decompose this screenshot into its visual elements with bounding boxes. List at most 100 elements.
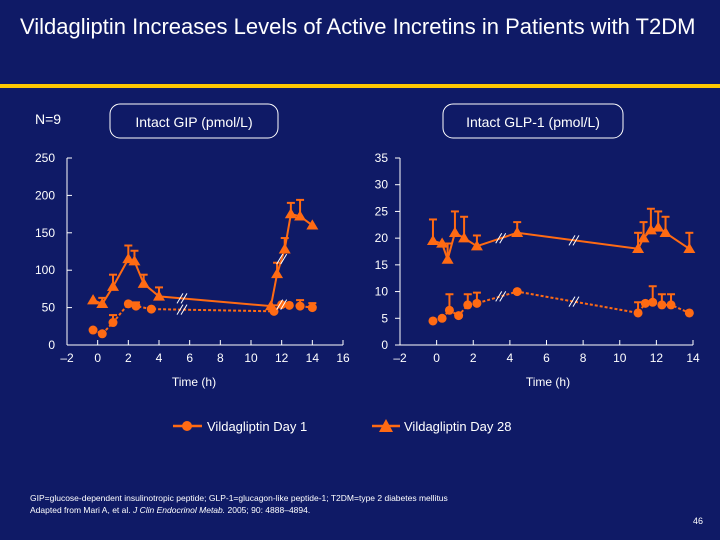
gip-axis-break-mark	[280, 253, 288, 265]
glp1-chart-title: Intact GLP-1 (pmol/L)	[466, 114, 600, 130]
glp1-day28-point	[632, 242, 645, 254]
footnote-reference-prefix: Adapted from Mari A, et al.	[30, 505, 133, 515]
gip-y-tick-label: 250	[35, 151, 55, 165]
glp1-axis-break-mark	[495, 233, 503, 244]
glp1-x-tick-label: 14	[686, 351, 700, 365]
glp1-y-tick-label: 35	[375, 151, 389, 165]
glp1-axis-break-mark	[499, 291, 507, 302]
glp1-y-tick-label: 20	[375, 231, 389, 245]
gip-axis-break-mark	[280, 299, 288, 310]
gip-x-tick-label: 0	[94, 351, 101, 365]
gip-day28-point	[107, 280, 119, 291]
footnote-abbreviations: GIP=glucose-dependent insulinotropic pep…	[30, 493, 448, 503]
gip-day28-point	[153, 290, 165, 301]
gip-x-axis-label: Time (h)	[172, 375, 216, 389]
glp1-day28-point	[659, 226, 672, 237]
glp1-day28-point	[426, 234, 439, 246]
gip-y-tick-label: 100	[35, 263, 55, 277]
gip-day1-point	[108, 318, 118, 328]
gip-day28-point	[96, 297, 109, 309]
gip-x-tick-label: 6	[186, 351, 193, 365]
glp1-day1-point	[444, 305, 454, 315]
glp1-x-tick-label: 2	[470, 351, 477, 365]
glp1-y-tick-label: 10	[375, 285, 389, 299]
gip-day28-point	[137, 277, 150, 288]
glp1-y-tick-label: 0	[381, 338, 388, 352]
glp1-day1-point	[666, 300, 676, 310]
gip-x-tick-label: 2	[125, 351, 132, 365]
gip-day28-point	[128, 255, 141, 266]
glp1-axis-break-mark	[499, 233, 507, 244]
glp1-day1-point	[463, 300, 473, 310]
legend: Vildagliptin Day 1 Vildagliptin Day 28	[173, 419, 511, 434]
glp1-day28-point	[458, 232, 471, 243]
gip-axis-break-mark	[276, 253, 284, 265]
legend-day28-marker	[379, 419, 393, 432]
glp1-x-tick-label: 10	[613, 351, 627, 365]
gip-day1-point	[277, 300, 287, 310]
glp1-x-tick-label: 6	[543, 351, 550, 365]
gip-y-tick-label: 200	[35, 188, 55, 202]
legend-day1-label: Vildagliptin Day 1	[207, 419, 307, 434]
glp1-x-tick-label: 4	[507, 351, 514, 365]
glp1-y-tick-label: 15	[375, 258, 389, 272]
glp1-day1-point	[633, 308, 643, 318]
glp1-x-tick-label: 12	[650, 351, 664, 365]
glp1-axis-break-mark	[568, 235, 576, 246]
glp1-day28-point	[511, 226, 524, 237]
gip-y-tick-label: 0	[48, 338, 55, 352]
gip-chart-title: Intact GIP (pmol/L)	[135, 114, 252, 130]
glp1-day28-point	[637, 232, 650, 243]
glp1-axis-break-mark	[568, 296, 576, 307]
gip-axes: 0 50 100 150 200 250 –2 0 2 4 6 8 10 12 14 16	[35, 151, 350, 365]
gip-x-tick-label: 12	[275, 351, 289, 365]
glp1-axis-break-mark	[495, 291, 503, 302]
glp1-axes: 0 5 10 15 20 25 30 35 –2 0 2 4 6 8 10 12 14	[375, 151, 700, 365]
gip-day1-point	[307, 303, 317, 313]
glp1-day28-point	[683, 242, 696, 254]
gip-day28-point	[306, 219, 319, 230]
glp1-chart: Intact GLP-1 (pmol/L) 0 5 10 15 20 25 30 35 –2 0 2…	[375, 103, 700, 389]
footnote-journal: J Clin Endocrinol Metab.	[133, 505, 226, 515]
glp1-day28-point	[652, 221, 665, 232]
gip-chart-title-box	[109, 103, 279, 139]
legend-item-day1: Vildagliptin Day 1	[173, 419, 307, 434]
gip-y-tick-label: 50	[42, 301, 56, 315]
glp1-y-tick-label: 5	[381, 311, 388, 325]
glp1-y-tick-label: 30	[375, 178, 389, 192]
gip-axis-break-mark	[276, 299, 284, 310]
gip-x-tick-label: 14	[306, 351, 320, 365]
legend-day28-label: Vildagliptin Day 28	[404, 419, 511, 434]
gip-axis-break-mark	[180, 304, 188, 315]
glp1-day1-point	[454, 311, 464, 321]
footnote-reference-suffix: 2005; 90: 4888–4894.	[225, 505, 311, 515]
footnote: GIP=glucose-dependent insulinotropic pep…	[30, 492, 670, 516]
gip-day1-point	[123, 299, 133, 309]
glp1-day28-point	[436, 237, 449, 248]
glp1-axis-break-mark	[572, 296, 580, 307]
gip-day1-point	[295, 301, 305, 311]
glp1-day1-point	[657, 300, 667, 310]
glp1-x-tick-label: –2	[393, 351, 407, 365]
gip-day28-point	[271, 267, 284, 279]
glp1-day28-point	[644, 224, 657, 235]
gip-day1-point	[97, 329, 107, 339]
glp1-series	[426, 207, 696, 326]
glp1-x-tick-label: 8	[580, 351, 587, 365]
gip-day28-point	[294, 210, 307, 221]
glp1-day1-point	[437, 313, 447, 323]
title-accent-rule	[0, 84, 720, 88]
glp1-day28-point	[470, 240, 483, 251]
gip-series	[87, 198, 319, 339]
gip-axis-break-mark	[176, 304, 184, 315]
glp1-day1-point	[648, 297, 658, 307]
glp1-day28-point	[448, 226, 461, 237]
gip-day28-point	[87, 294, 100, 305]
legend-day1-marker	[182, 421, 192, 431]
gip-day1-point	[131, 301, 141, 311]
gip-day1-point	[88, 325, 98, 335]
glp1-day1-point	[428, 316, 438, 326]
page-number: 46	[692, 516, 703, 526]
